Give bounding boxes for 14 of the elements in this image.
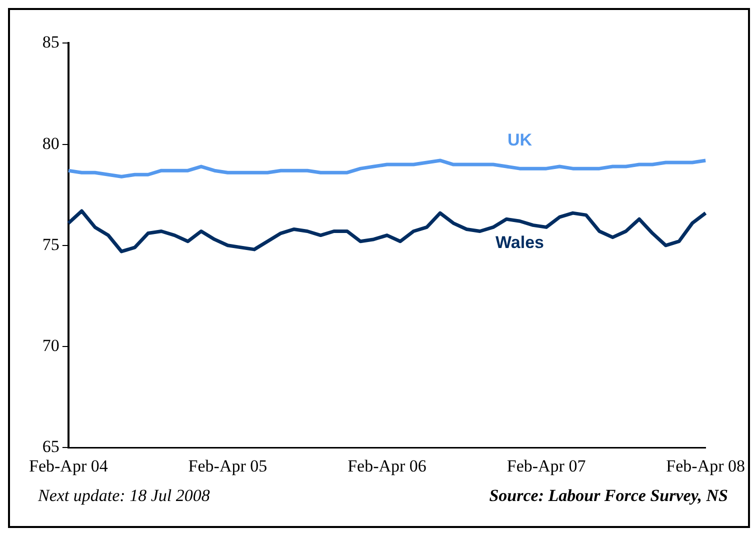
text: Next update: 18 Jul 2008 bbox=[38, 486, 210, 506]
source-note: Source: Labour Force Survey, NS bbox=[489, 486, 728, 506]
y-tick-label: 80 bbox=[42, 134, 60, 153]
y-tick-label: 65 bbox=[42, 437, 60, 456]
y-tick-label: 75 bbox=[42, 234, 60, 254]
y-tick-label: 85 bbox=[42, 32, 60, 52]
series-label: UK bbox=[507, 130, 533, 150]
y-tick-label: 70 bbox=[42, 336, 60, 355]
series-label: Wales bbox=[495, 232, 544, 252]
x-tick-label: Feb-Apr 06 bbox=[348, 456, 426, 476]
x-tick-label: Feb-Apr 08 bbox=[666, 456, 746, 476]
x-tick-label: Feb-Apr 05 bbox=[188, 456, 268, 476]
x-tick-label: Feb-Apr 04 bbox=[28, 456, 108, 476]
x-tick-label: Feb-Apr 07 bbox=[506, 456, 586, 476]
